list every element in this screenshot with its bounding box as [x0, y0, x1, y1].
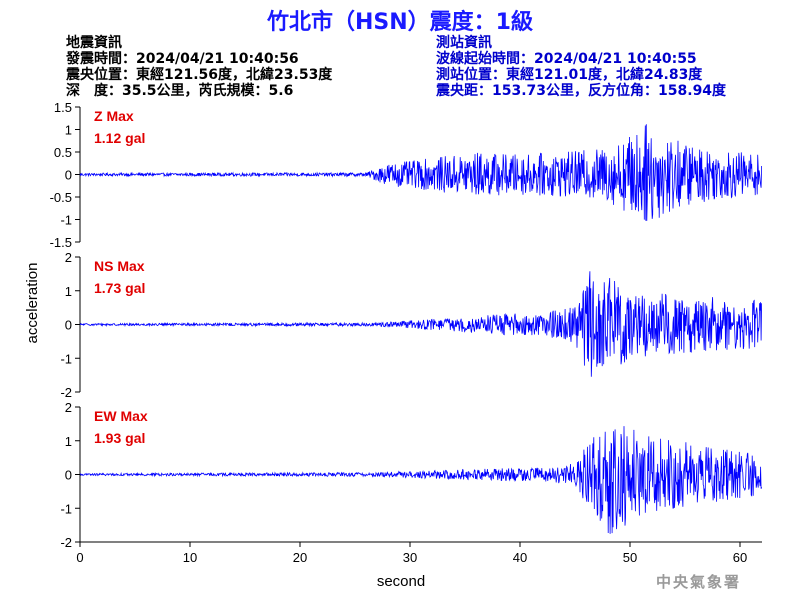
y-tick-label: -0.5 [50, 190, 72, 205]
x-tick-label: 10 [183, 550, 197, 565]
y-tick-label: 1.5 [54, 100, 72, 115]
y-tick-label: 1 [65, 434, 72, 449]
quake-info-heading: 地震資訊 [66, 35, 122, 51]
y-tick-label: 2 [65, 400, 72, 415]
trace-z [79, 124, 762, 221]
x-tick-label: 50 [623, 550, 637, 565]
y-tick-label: -2 [60, 535, 72, 550]
y-axis-label: acceleration [24, 263, 41, 344]
wave-start-time: 波線起始時間：2024/04/21 10:40:55 [436, 51, 697, 67]
max-label-ew: EW Max [94, 408, 148, 424]
x-tick-label: 30 [403, 550, 417, 565]
station-location: 測站位置：東經121.01度，北緯24.83度 [436, 67, 703, 83]
y-tick-label: 0.5 [54, 145, 72, 160]
station-info: 測站資訊 波線起始時間：2024/04/21 10:40:55 測站位置：東經1… [436, 35, 726, 99]
chart-title: 竹北市（HSN）震度：1級 [267, 10, 533, 35]
epicentral-distance: 震央距：153.73公里，反方位角：158.94度 [436, 83, 727, 99]
y-tick-label: -1.5 [50, 235, 72, 250]
x-tick-label: 20 [293, 550, 307, 565]
max-value-ew: 1.93 gal [94, 430, 145, 446]
depth-magnitude: 深 度：35.5公里，芮氏規模：5.6 [66, 83, 294, 99]
trace-ns [79, 271, 762, 377]
x-tick-label: 0 [76, 550, 83, 565]
y-tick-label: 0 [65, 468, 72, 483]
trace-ew [79, 426, 762, 534]
x-tick-label: 60 [733, 550, 747, 565]
y-tick-label: 1 [65, 284, 72, 299]
epicenter: 震央位置：東經121.56度，北緯23.53度 [66, 67, 333, 83]
x-tick-label: 40 [513, 550, 527, 565]
max-value-z: 1.12 gal [94, 130, 145, 146]
max-value-ns: 1.73 gal [94, 280, 145, 296]
max-label-z: Z Max [94, 108, 134, 124]
y-tick-label: -1 [60, 501, 72, 516]
y-tick-label: -2 [60, 385, 72, 400]
y-tick-label: 2 [65, 250, 72, 265]
y-tick-label: 0 [65, 168, 72, 183]
station-info-heading: 測站資訊 [436, 35, 492, 51]
origin-time: 發震時間：2024/04/21 10:40:56 [66, 51, 299, 67]
x-axis-label: second [377, 573, 425, 590]
y-tick-label: 0 [65, 318, 72, 333]
max-label-ns: NS Max [94, 258, 145, 274]
y-tick-label: 1 [65, 123, 72, 138]
agency-footer: 中央氣象署 [656, 573, 742, 591]
y-tick-label: -1 [60, 213, 72, 228]
y-tick-label: -1 [60, 351, 72, 366]
quake-info: 地震資訊 發震時間：2024/04/21 10:40:56 震央位置：東經121… [66, 35, 332, 99]
